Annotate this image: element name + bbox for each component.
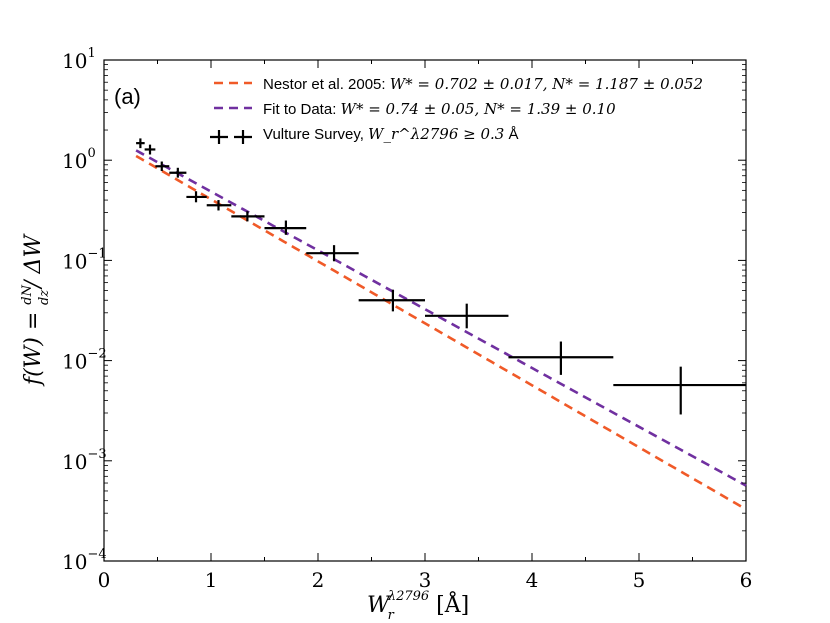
y-tick-label: 10−3 (62, 447, 107, 474)
data-point (613, 366, 746, 415)
data-point (136, 138, 145, 149)
x-tick-label: 1 (205, 568, 218, 592)
legend-swatch-survey (210, 130, 252, 144)
x-tick-labels: 0 1 2 3 4 5 6 (98, 568, 753, 592)
data-point (358, 289, 425, 312)
data-point (264, 220, 307, 235)
data-point (206, 200, 232, 211)
data-point (186, 191, 207, 203)
x-tick-label: 4 (526, 568, 539, 592)
x-tick-label: 0 (98, 568, 111, 592)
panel-label: (a) (114, 84, 141, 109)
data-point (425, 303, 509, 329)
legend-entry-survey: Vulture Survey, W_r^λ2796 ≥ 0.3 Å (263, 125, 519, 143)
y-tick-label: 10−2 (62, 347, 107, 374)
ticks (103, 59, 747, 562)
y-tick-label: 10−4 (62, 547, 107, 574)
data-point (508, 341, 614, 375)
fit-lines (135, 149, 747, 511)
data-point (306, 245, 359, 262)
data-point (169, 167, 187, 178)
x-tick-label: 3 (419, 568, 432, 592)
y-tick-label: 100 (62, 146, 96, 173)
y-tick-labels: 10−4 10−3 10−2 10−1 100 101 (62, 46, 107, 574)
fit-line-nestor-et-al-2005 (135, 154, 747, 511)
x-tick-label: 5 (633, 568, 646, 592)
x-tick-label: 2 (312, 568, 325, 592)
legend-entry-fit: Fit to Data: W* = 0.74 ± 0.05, N* = 1.39… (263, 100, 616, 118)
x-tick-label: 6 (740, 568, 753, 592)
y-tick-label: 10−1 (62, 246, 107, 273)
y-axis-label: f(W) = dN dz/ ΔW (20, 233, 52, 388)
y-tick-label: 101 (62, 46, 96, 73)
legend-entry-nestor: Nestor et al. 2005: W* = 0.702 ± 0.017, … (263, 75, 703, 93)
data-point (155, 161, 170, 172)
x-axis-label: Wrλ2796 [Å] (367, 589, 469, 623)
legend: Nestor et al. 2005: W* = 0.702 ± 0.017, … (210, 75, 703, 144)
fit-line-fit-to-data (135, 149, 747, 487)
data-point (144, 144, 156, 155)
data-point (231, 211, 265, 222)
errorbars (136, 138, 746, 415)
